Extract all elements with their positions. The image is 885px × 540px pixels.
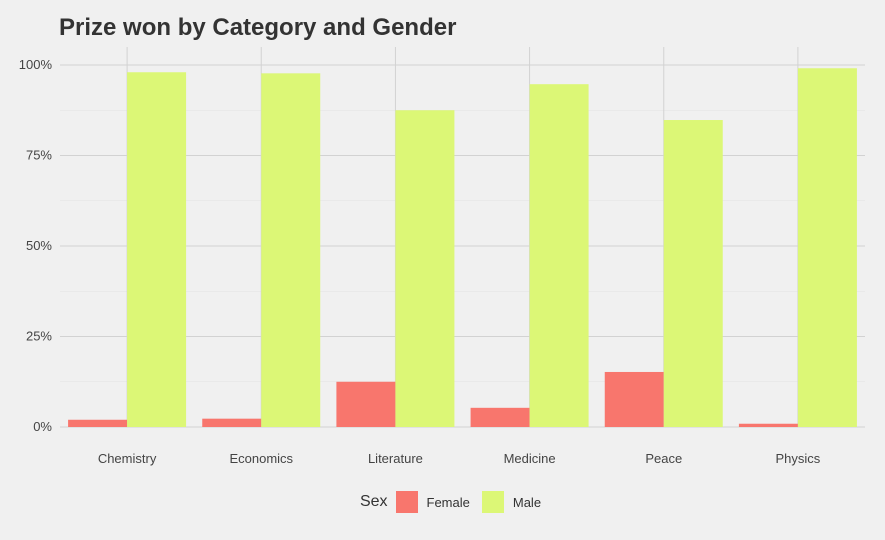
bar-male-physics: [797, 68, 857, 428]
legend-label-male: Male: [512, 494, 542, 510]
y-tick-label: 100%: [19, 57, 53, 72]
bar-female-medicine: [470, 407, 530, 427]
bar-male-peace: [663, 120, 723, 428]
bar-female-peace: [604, 371, 664, 427]
bar-male-medicine: [529, 84, 589, 427]
legend-label-female: Female: [426, 494, 470, 510]
bars: [68, 68, 857, 428]
legend-swatch-male: [481, 491, 504, 513]
bar-female-chemistry: [68, 419, 128, 427]
y-tick-label: 25%: [26, 329, 52, 344]
legend-item-male: Male: [481, 491, 542, 513]
x-tick-label: Literature: [368, 451, 423, 466]
y-tick-label: 75%: [26, 148, 52, 163]
bar-female-economics: [202, 418, 262, 427]
y-tick-label: 50%: [26, 238, 52, 253]
x-tick-label: Physics: [776, 451, 821, 466]
bar-male-chemistry: [127, 72, 187, 428]
x-axis: Chemistry Economics Literature Medicine Peac…: [98, 451, 821, 466]
bar-female-literature: [336, 381, 396, 427]
y-tick-label: 0%: [33, 419, 52, 434]
legend-swatch-female: [395, 491, 418, 513]
legend: Sex Female Male: [0, 488, 885, 516]
bar-female-physics: [738, 423, 798, 427]
x-tick-label: Economics: [229, 451, 293, 466]
bar-male-literature: [395, 110, 455, 427]
bar-male-economics: [261, 73, 321, 428]
x-tick-label: Chemistry: [98, 451, 157, 466]
x-tick-label: Peace: [645, 451, 682, 466]
legend-item-female: Female: [395, 491, 470, 513]
legend-title: Sex: [359, 493, 388, 510]
y-axis: 0% 25% 50% 75% 100%: [19, 57, 53, 434]
chart-title: Prize won by Category and Gender: [59, 14, 457, 41]
x-tick-label: Medicine: [504, 451, 556, 466]
